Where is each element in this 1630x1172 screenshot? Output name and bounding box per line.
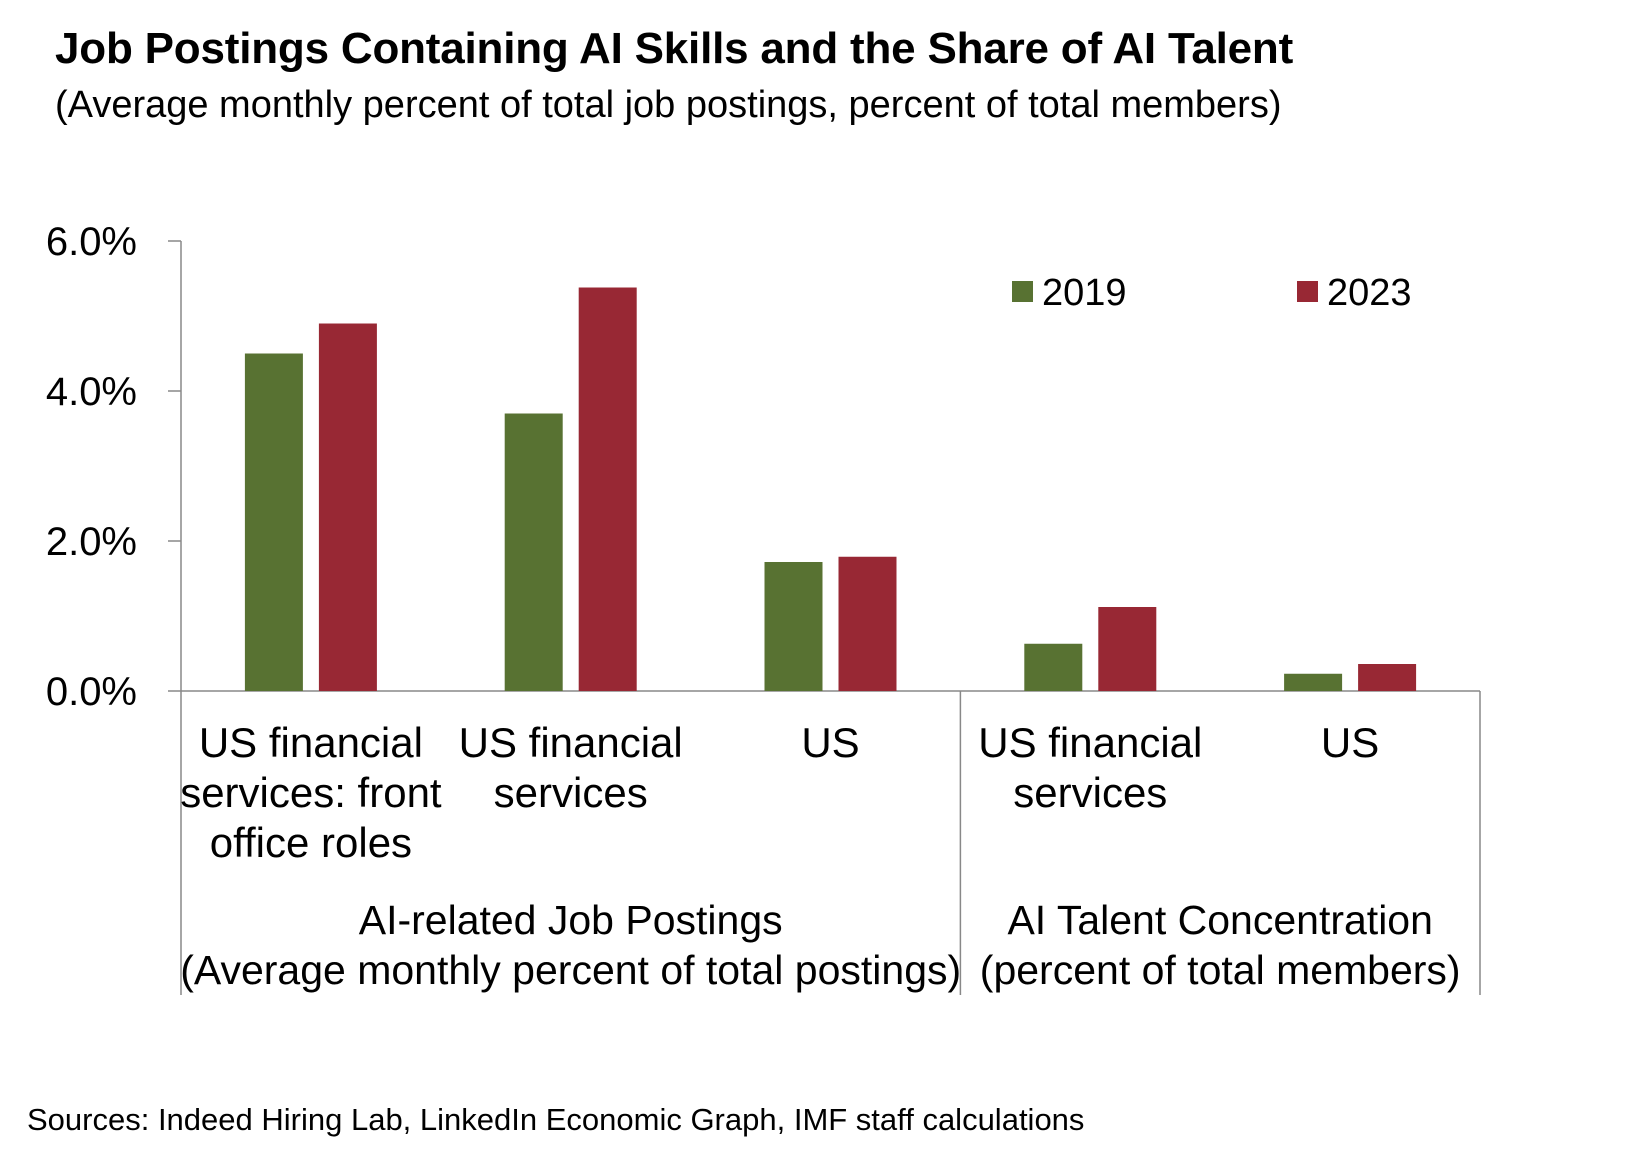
category-label: US financial <box>978 719 1202 766</box>
bars <box>244 287 1417 691</box>
bar-2019 <box>504 413 563 691</box>
legend-swatch-2023 <box>1297 281 1318 302</box>
bar-2019 <box>244 353 303 691</box>
group-label: (Average monthly percent of total postin… <box>180 947 961 993</box>
legend-swatch-2019 <box>1012 281 1033 302</box>
axes: 0.0% 2.0% 4.0% 6.0% <box>46 220 1481 995</box>
group-label: (percent of total members) <box>980 947 1461 993</box>
bar-2019 <box>764 562 823 691</box>
category-label: services: front <box>180 769 442 816</box>
legend: 2019 2023 <box>1012 272 1412 314</box>
category-label: services <box>1013 769 1167 816</box>
chart-subtitle: (Average monthly percent of total job po… <box>55 84 1282 126</box>
category-label: US <box>801 719 859 766</box>
bar-2023 <box>838 556 897 691</box>
y-tick-label: 0.0% <box>46 670 137 714</box>
category-label: US financial <box>199 719 423 766</box>
y-tick-label: 2.0% <box>46 520 137 564</box>
source-note: Sources: Indeed Hiring Lab, LinkedIn Eco… <box>27 1102 1085 1137</box>
bar-2019 <box>1284 673 1343 691</box>
category-label: US <box>1321 719 1379 766</box>
category-label: services <box>494 769 648 816</box>
category-label: office roles <box>210 819 412 866</box>
group-label: AI-related Job Postings <box>359 897 783 943</box>
legend-label-2019: 2019 <box>1042 272 1127 314</box>
category-label: US financial <box>459 719 683 766</box>
bar-2023 <box>1098 607 1157 691</box>
group-label: AI Talent Concentration <box>1007 897 1432 943</box>
legend-label-2023: 2023 <box>1327 272 1412 314</box>
bar-2023 <box>578 287 637 691</box>
bar-2023 <box>1358 664 1417 691</box>
bar-2023 <box>318 323 377 691</box>
y-tick-label: 4.0% <box>46 370 137 414</box>
bar-2019 <box>1024 643 1083 691</box>
chart-title: Job Postings Containing AI Skills and th… <box>55 24 1294 73</box>
y-tick-label: 6.0% <box>46 220 137 264</box>
